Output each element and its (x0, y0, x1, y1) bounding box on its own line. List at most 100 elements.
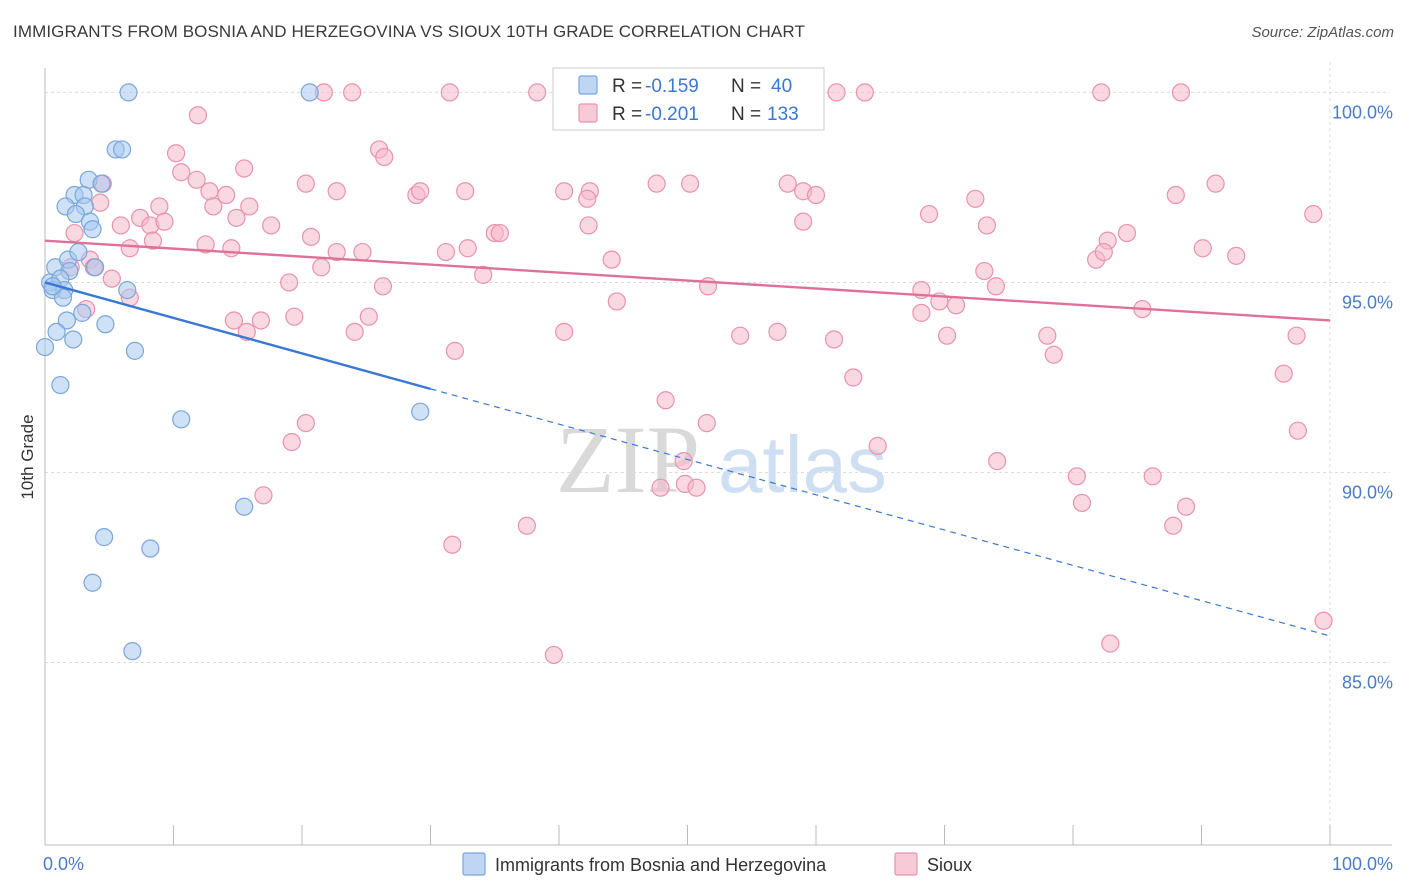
point-pink (446, 342, 463, 359)
point-pink (580, 217, 597, 234)
legend-bottom-label-pink: Sioux (927, 855, 972, 875)
legend-r-value-pink: -0.201 (645, 104, 699, 125)
point-blue (52, 377, 69, 394)
point-blue (236, 498, 253, 515)
point-pink (1178, 498, 1195, 515)
y-tick-label: 95.0% (1342, 292, 1393, 312)
point-pink (603, 251, 620, 268)
scatter-chart: ZIP atlas 100.0%95.0%90.0%85.0%0.0% 100.0… (0, 0, 1406, 892)
point-blue (70, 244, 87, 261)
point-pink (987, 278, 1004, 295)
point-pink (682, 175, 699, 192)
point-pink (921, 206, 938, 223)
point-pink (769, 323, 786, 340)
point-pink (1039, 327, 1056, 344)
y-tick-label: 90.0% (1342, 483, 1393, 503)
y-tick-label: 100.0% (1332, 102, 1393, 122)
point-pink (698, 415, 715, 432)
point-blue (120, 84, 137, 101)
point-pink (1045, 346, 1062, 363)
point-pink (913, 304, 930, 321)
point-pink (459, 240, 476, 257)
point-pink (1093, 84, 1110, 101)
watermark-atlas: atlas (718, 420, 887, 509)
point-pink (948, 297, 965, 314)
point-pink (151, 198, 168, 215)
point-pink (1165, 517, 1182, 534)
point-pink (1144, 468, 1161, 485)
legend-r-label-pink: R = (612, 104, 642, 125)
point-pink (779, 175, 796, 192)
point-pink (1118, 225, 1135, 242)
point-pink (828, 84, 845, 101)
point-blue (301, 84, 318, 101)
point-blue (48, 323, 65, 340)
point-pink (156, 213, 173, 230)
point-blue (87, 259, 104, 276)
trend-line-blue (45, 282, 431, 388)
point-pink (103, 270, 120, 287)
point-pink (856, 84, 873, 101)
point-pink (795, 213, 812, 230)
point-pink (236, 160, 253, 177)
data-points (37, 84, 1333, 664)
point-pink (374, 278, 391, 295)
point-pink (579, 190, 596, 207)
legend-n-value-pink: 133 (767, 104, 799, 125)
point-pink (688, 479, 705, 496)
point-pink (491, 225, 508, 242)
legend-r-value-blue: -0.159 (645, 76, 699, 97)
point-pink (845, 369, 862, 386)
point-pink (437, 244, 454, 261)
point-pink (967, 190, 984, 207)
point-blue (65, 331, 82, 348)
point-pink (1102, 635, 1119, 652)
point-blue (173, 411, 190, 428)
legend-bottom-label-blue: Immigrants from Bosnia and Herzegovina (495, 855, 827, 875)
point-pink (1305, 206, 1322, 223)
point-pink (255, 487, 272, 504)
legend-swatch-pink (579, 104, 597, 122)
point-pink (1167, 187, 1184, 204)
point-pink (252, 312, 269, 329)
point-pink (989, 453, 1006, 470)
point-pink (545, 646, 562, 663)
point-pink (652, 479, 669, 496)
point-pink (675, 453, 692, 470)
legend-bottom-swatch-blue (463, 853, 485, 875)
point-pink (281, 274, 298, 291)
point-blue (97, 316, 114, 333)
point-pink (344, 84, 361, 101)
point-pink (376, 149, 393, 166)
point-blue (93, 175, 110, 192)
point-pink (732, 327, 749, 344)
point-pink (1288, 327, 1305, 344)
point-pink (556, 323, 573, 340)
point-pink (1068, 468, 1085, 485)
point-pink (313, 259, 330, 276)
point-pink (457, 183, 474, 200)
legend-top: R = -0.159 N = 40 R = -0.201 N = 133 (553, 68, 824, 130)
x-tick-label-min: 0.0% (43, 854, 84, 874)
point-pink (1172, 84, 1189, 101)
point-pink (263, 217, 280, 234)
point-pink (976, 263, 993, 280)
legend-bottom: Immigrants from Bosnia and Herzegovina S… (463, 853, 972, 875)
point-pink (869, 437, 886, 454)
legend-r-label-blue: R = (612, 76, 642, 97)
legend-bottom-swatch-pink (895, 853, 917, 875)
point-pink (346, 323, 363, 340)
point-pink (1095, 244, 1112, 261)
point-pink (201, 183, 218, 200)
point-pink (1228, 247, 1245, 264)
point-pink (657, 392, 674, 409)
point-pink (360, 308, 377, 325)
point-pink (444, 536, 461, 553)
point-pink (556, 183, 573, 200)
point-pink (1194, 240, 1211, 257)
point-blue (74, 304, 91, 321)
y-tick-label: 85.0% (1342, 673, 1393, 693)
point-blue (114, 141, 131, 158)
point-blue (37, 339, 54, 356)
legend-n-label-blue: N = (731, 76, 761, 97)
